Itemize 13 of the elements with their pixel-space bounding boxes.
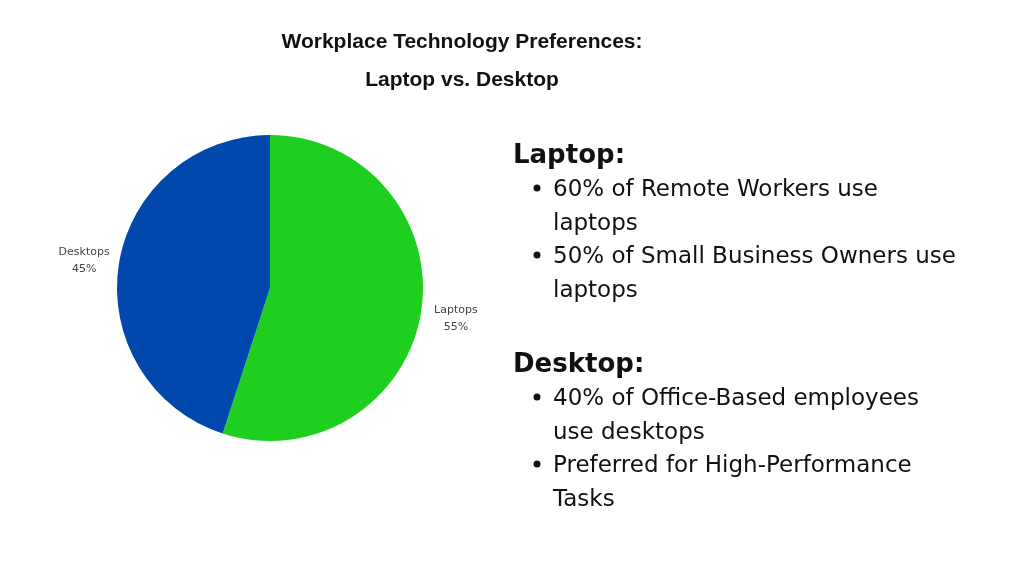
slice-label: Desktops (58, 244, 110, 258)
text: 60% of Remote Workers use laptops (553, 175, 878, 235)
data-label: 55% (443, 320, 469, 334)
text: Laptop: (513, 139, 626, 169)
slice-label: Laptops (434, 303, 478, 317)
text: Preferred for High-Performance Tasks (552, 451, 912, 511)
text: Desktop: (513, 348, 645, 378)
text: 40% of Office-Based employees use desktops (553, 384, 919, 444)
chart-title: Workplace Technology Preferences: Laptop vs. Desktop (281, 29, 643, 90)
data-label: 45% (71, 261, 97, 275)
pie-slice (222, 135, 423, 441)
pie-slice (117, 135, 270, 434)
text: 50% of Small Business Owners use laptops (553, 242, 956, 302)
